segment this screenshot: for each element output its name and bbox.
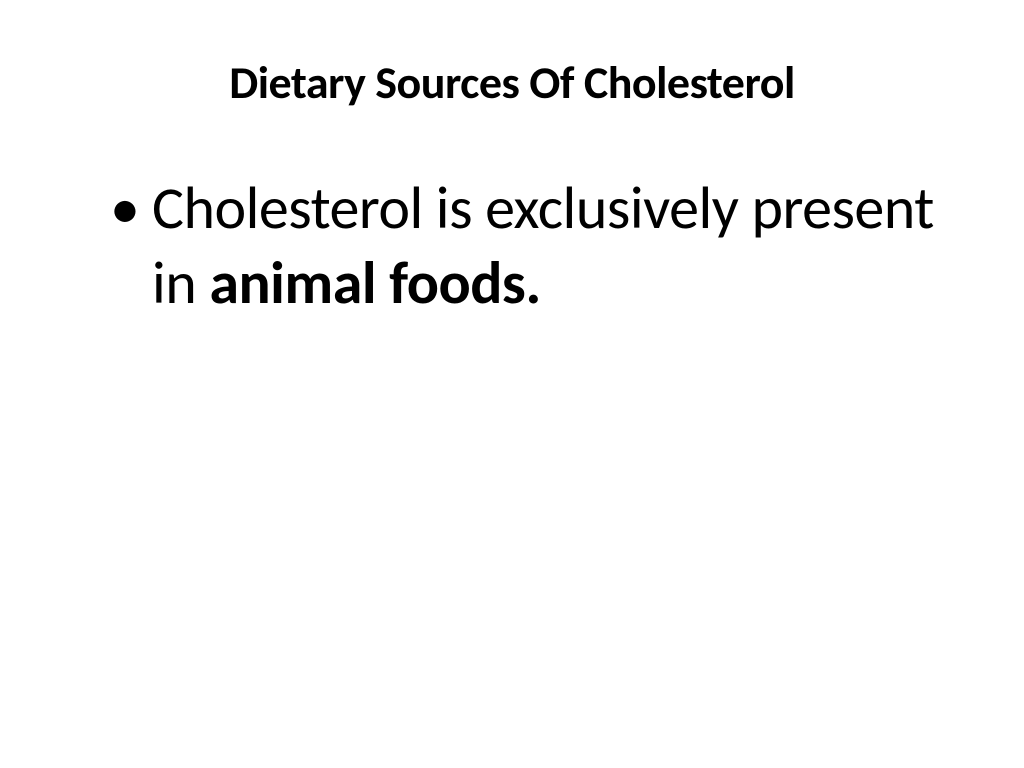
bullet-text-bold: animal foods. <box>209 247 541 320</box>
slide-content: Cholesterol is exclusively present in an… <box>60 171 964 321</box>
slide-title: Dietary Sources Of Cholesterol <box>60 55 964 111</box>
presentation-slide: Dietary Sources Of Cholesterol Cholester… <box>0 0 1024 768</box>
bullet-point: Cholesterol is exclusively present in an… <box>110 171 964 321</box>
